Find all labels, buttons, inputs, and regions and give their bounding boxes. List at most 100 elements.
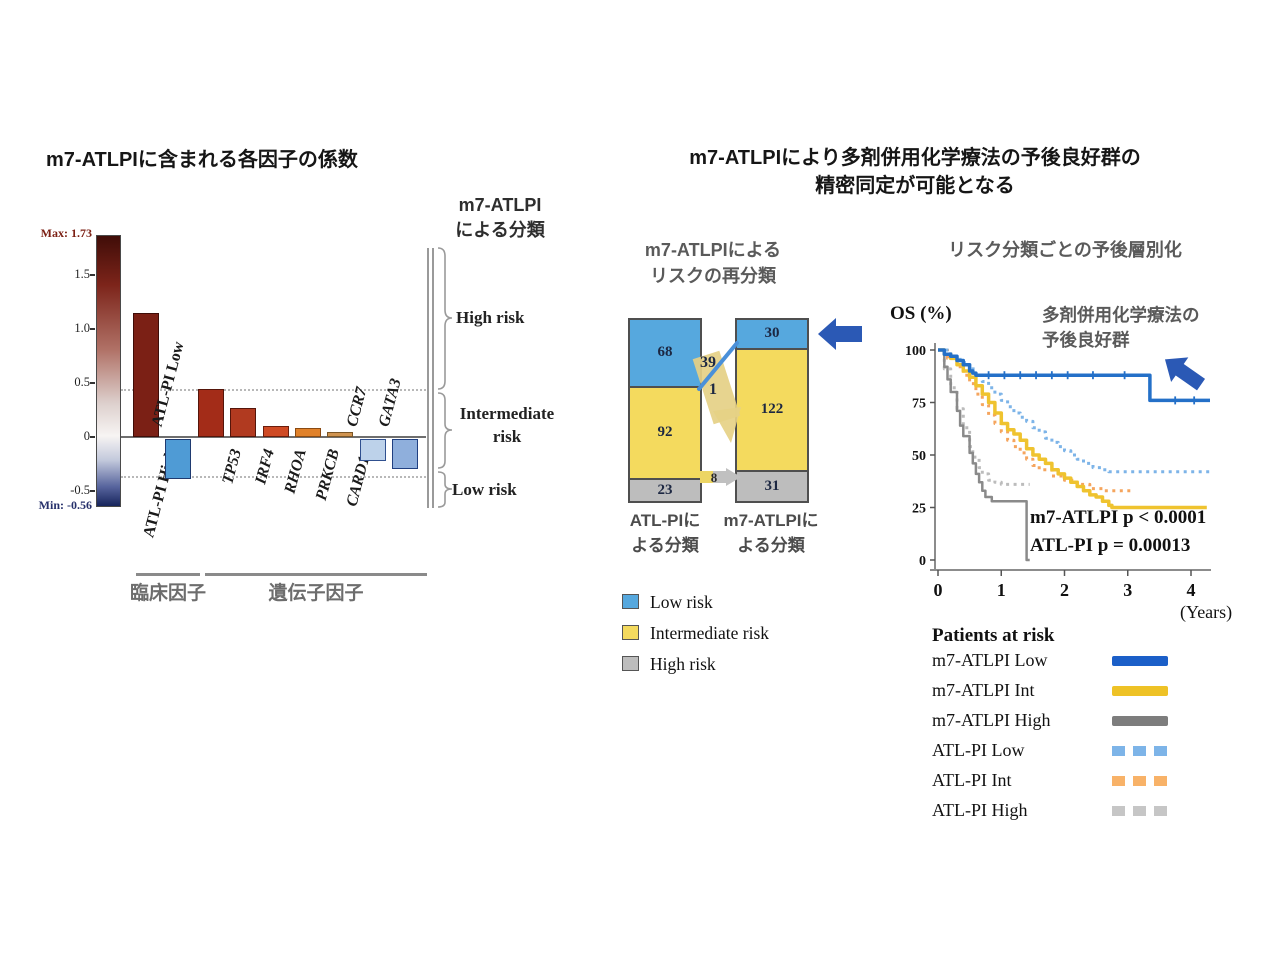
stack-section-Intermediate risk-0: [628, 386, 702, 480]
km-y-ticklabel: 25: [912, 502, 926, 517]
stack-value-Intermediate risk-1: 122: [760, 401, 784, 417]
coef-bar-label-GATA3: GATA3: [375, 376, 405, 429]
stack-value-Intermediate risk-0: 92: [657, 424, 673, 440]
annotation-arrow-icon: [1164, 357, 1206, 391]
coef-y-tickmark: [90, 382, 95, 384]
km-legend-label-ATL-PI Low: ATL-PI Low: [932, 740, 1025, 760]
coefficient-bars: ATL-PI High ATL-PI Low TP53 IRF4 RHOA PRKCB CA…: [30, 225, 430, 625]
risk-legend-label-High risk: High risk: [650, 654, 716, 674]
colorbar-min-label: Min: -0.56: [38, 498, 92, 512]
flow-low-to-int-band: [692, 350, 741, 425]
km-y-ticklabel: 75: [912, 397, 926, 412]
coef-bar-label-PRKCB: PRKCB: [312, 447, 343, 503]
coef-bar-RHOA: [262, 426, 289, 437]
km-series-legend: m7-ATLPI Low m7-ATLPI Int m7-ATLPI High ATL…: [932, 650, 1232, 840]
stack-section-Low risk-1: [735, 318, 809, 350]
km-legend-label-ATL-PI Int: ATL-PI Int: [932, 770, 1012, 790]
risk-zone-braces: [437, 247, 453, 508]
coef-y-tick: 1.5: [74, 267, 90, 281]
km-curve-ATL-PI Low: [938, 348, 1210, 474]
km-legend-swatch-m7-ATLPI High: [1112, 716, 1168, 726]
km-legend-dash-swatch-ATL-PI Int: [1112, 776, 1125, 786]
high-risk-threshold-line: [121, 389, 426, 391]
flow-low-to-int-arrowhead: [713, 407, 741, 443]
coef-y-tickmark: [90, 328, 95, 330]
coef-y-tickmark: [90, 274, 95, 276]
km-legend-label-m7-ATLPI Int: m7-ATLPI Int: [932, 680, 1035, 700]
coef-y-tick: -0.5: [70, 483, 90, 497]
coef-bar-GATA3: [392, 439, 419, 470]
km-legend-swatch-m7-ATLPI Int: [1112, 686, 1168, 696]
zero-axis-line: [121, 436, 426, 438]
clinical-factors-label: 臨床因子: [129, 583, 206, 604]
flow-int-to-low-line: [697, 341, 739, 391]
classification-heading-line1: m7-ATLPI: [458, 195, 542, 215]
km-x-ticklabel: 3: [1123, 580, 1132, 600]
coef-y-tick: 0.5: [74, 375, 90, 389]
pvalue-atlpi: ATL-PI p = 0.00013: [1030, 535, 1191, 556]
km-curve-m7-ATLPI Int: [938, 348, 1207, 510]
coef-bar-CCR7: [359, 439, 386, 461]
risk-color-legend: Low risk Intermediate risk High risk: [622, 592, 882, 692]
km-legend-swatch-m7-ATLPI Low: [1112, 656, 1168, 666]
classification-axis-line-2: [432, 248, 434, 508]
coef-bar-ATL-PI Low: [165, 439, 192, 479]
coef-bar-CARD11: [327, 431, 354, 437]
km-legend-dash-swatch-ATL-PI Low: [1133, 746, 1146, 756]
flow-int-to-high-yellow-segment: [700, 471, 713, 483]
reclassification-stacked-bars: 68 92 23 30 122 31: [620, 310, 880, 520]
right-group-title: m7-ATLPIにより多剤併用化学療法の予後良好群の 精密同定が可能となる: [689, 147, 1141, 197]
patients-at-risk-title: Patients at risk: [932, 625, 1055, 646]
coef-bar-IRF4: [230, 407, 257, 437]
gene-group-line: [205, 573, 427, 576]
coefficient-colorbar: [96, 235, 121, 507]
pvalue-block: m7-ATLPI p < 0.0001 ATL-PI p = 0.00013: [1030, 504, 1206, 560]
km-legend-label-m7-ATLPI High: m7-ATLPI High: [932, 710, 1051, 730]
km-curve-m7-ATLPI High: [938, 348, 1030, 562]
coef-y-tick: 1.0: [74, 321, 90, 335]
coefficient-bar-chart: Max: 1.73 Min: -0.56 1.5 1.0 0.5 0 -0.5 ATL-…: [30, 225, 590, 625]
risk-legend-swatch-Intermediate risk: [622, 625, 639, 640]
pvalue-m7atlpi: m7-ATLPI p < 0.0001: [1030, 507, 1207, 528]
good-prognosis-annotation: 多剤併用化学療法の 予後良好群: [1042, 305, 1200, 350]
kaplan-meier-plot: 100 75 50 25 00 1 2 3 4: [905, 343, 1211, 600]
km-curve-ATL-PI High: [938, 348, 1030, 486]
low-risk-threshold-line: [121, 476, 426, 478]
coef-bar-label-TP53: TP53: [219, 447, 246, 486]
stack-section-High risk-1: [735, 470, 809, 503]
km-legend-dash-swatch-ATL-PI High: [1133, 806, 1146, 816]
gene-factors-label: 遺伝子因子: [268, 583, 364, 604]
km-x-ticklabel: 2: [1060, 580, 1069, 600]
years-axis-label: (Years): [1180, 602, 1233, 622]
highlight-arrow-icon: [818, 318, 862, 350]
risk-legend-swatch-Low risk: [622, 594, 639, 609]
zone-high-risk-label: High risk: [456, 308, 525, 327]
flow-low-to-int-value: 39: [700, 354, 716, 371]
reclassification-flows: 39 1 8: [692, 318, 862, 486]
km-legend-dash-swatch-ATL-PI Int: [1133, 776, 1146, 786]
km-y-ticklabel: 100: [905, 344, 926, 359]
coef-bar-label-CCR7: CCR7: [343, 385, 371, 429]
stack-value-High risk-0: 23: [657, 481, 673, 498]
risk-legend-swatch-High risk: [622, 656, 639, 671]
km-legend-label-m7-ATLPI Low: m7-ATLPI Low: [932, 650, 1048, 670]
km-y-ticklabel: 50: [912, 449, 926, 464]
km-y-ticklabel: 0: [919, 554, 926, 569]
stack-section-Low risk-0: [628, 318, 702, 388]
km-x-ticklabel: 4: [1187, 580, 1196, 600]
km-legend-dash-swatch-ATL-PI Low: [1154, 746, 1167, 756]
os-axis-label: OS (%): [890, 303, 952, 324]
zone-intermediate-risk-label: Intermediate risk: [459, 404, 555, 446]
flow-int-to-low-value: 1: [709, 381, 717, 398]
risk-legend-label-Low risk: Low risk: [650, 592, 713, 612]
stack-value-Low risk-0: 68: [657, 344, 673, 360]
coef-bar-label-RHOA: RHOA: [281, 447, 310, 496]
km-x-ticklabel: 1: [997, 580, 1006, 600]
coef-y-tick: 0: [83, 429, 90, 443]
km-legend-dash-swatch-ATL-PI High: [1154, 806, 1167, 816]
flow-int-to-high-arrowhead: [726, 468, 741, 486]
coef-y-tickmark: [90, 490, 95, 492]
stack-value-High risk-1: 31: [764, 477, 780, 494]
xlabel-atlpi-classification: ATL-PIに よる分類: [629, 511, 701, 555]
